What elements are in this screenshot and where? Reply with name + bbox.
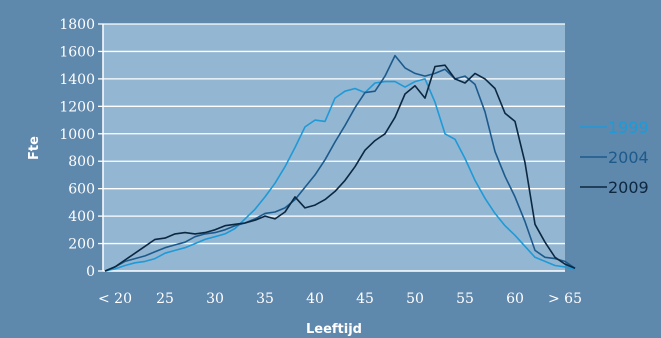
x-tick-label: 50 [406,291,424,307]
x-tick-label: 55 [456,291,474,307]
y-tick-label: 1400 [59,72,95,88]
x-tick-label: 60 [506,291,524,307]
y-tick-label: 400 [68,209,95,225]
series-line-1999 [104,78,576,272]
x-tick-label: 40 [306,291,324,307]
legend-label-2009: 2009 [608,178,649,197]
y-tick-label: 800 [68,154,95,170]
x-tick-label: 45 [356,291,374,307]
x-tick-label: 30 [206,291,224,307]
axes [102,24,565,272]
legend-label-1999: 1999 [608,118,649,137]
x-tick-labels: < 20 25 30 35 40 45 50 55 60 > 65 [98,291,582,307]
x-tick-label: < 20 [98,291,132,307]
y-tick-label: 0 [86,264,95,280]
y-tick-label: 1800 [59,17,95,33]
y-tick-label: 200 [68,237,95,253]
series-line-2004 [104,54,576,272]
plot-background [103,24,565,271]
series-lines [104,54,576,272]
y-tick-label: 1600 [59,44,95,60]
y-tick-label: 1200 [59,99,95,115]
x-tick-label: 35 [256,291,274,307]
legend-label-2004: 2004 [608,148,649,167]
y-axis-title: Fte [27,136,42,160]
legend: 1999 2004 2009 [580,118,649,197]
y-tick-label: 1000 [59,127,95,143]
series-line-2009 [104,64,576,272]
x-axis-title: Leeftijd [306,322,362,337]
y-tick-label: 600 [68,182,95,198]
y-tick-labels: 0 200 400 600 800 1000 1200 1400 1600 1800 [59,17,95,280]
x-tick-label: > 65 [548,291,582,307]
x-tick-label: 25 [156,291,174,307]
